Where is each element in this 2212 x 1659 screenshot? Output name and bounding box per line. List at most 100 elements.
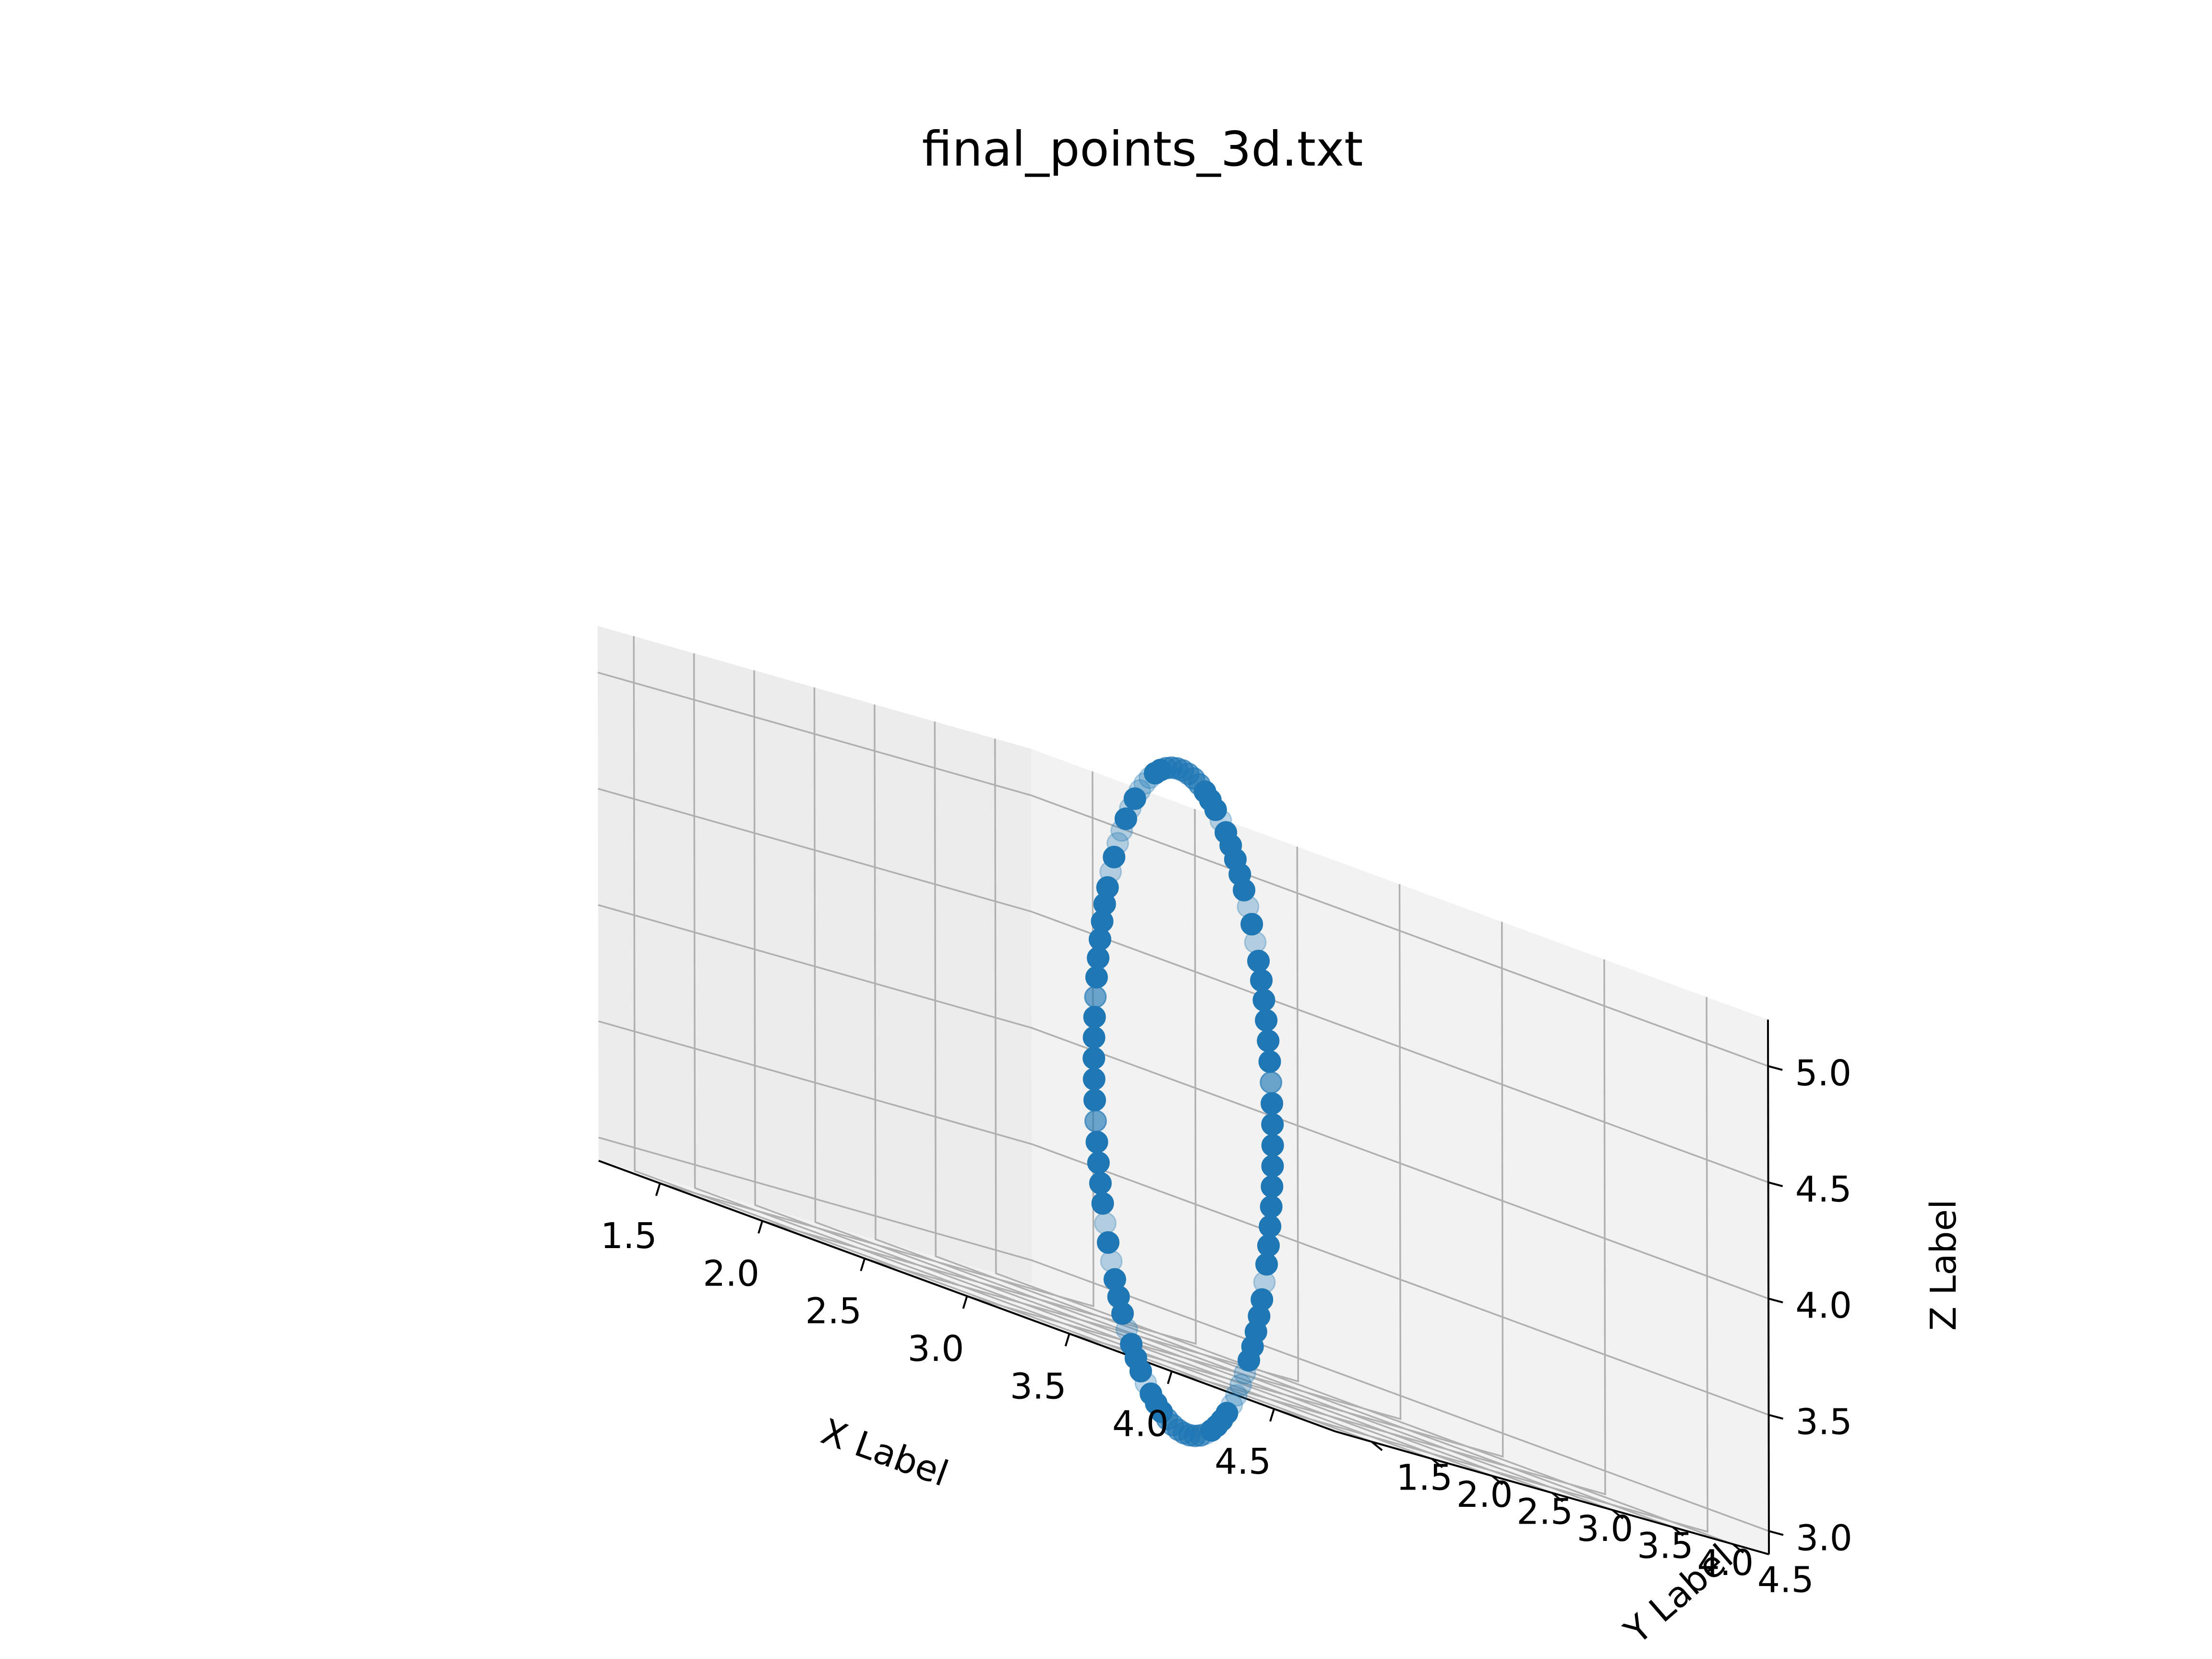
data-point <box>1247 950 1270 973</box>
z-tick-mark <box>1768 1414 1783 1420</box>
x-tick-mark <box>655 1183 661 1196</box>
data-point <box>1261 1175 1284 1198</box>
y-tick-label: 4.5 <box>1757 1560 1814 1601</box>
z-tick-label: 4.5 <box>1795 1169 1852 1210</box>
data-point <box>1114 807 1137 830</box>
data-point <box>1240 913 1263 936</box>
x-tick-mark <box>1269 1408 1275 1422</box>
x-tick-mark <box>1166 1371 1173 1384</box>
y-tick-label: 3.0 <box>1577 1508 1634 1550</box>
data-point <box>1085 966 1108 989</box>
data-point <box>1103 845 1126 868</box>
y-tick-mark <box>1370 1441 1383 1451</box>
y-tick-label: 2.5 <box>1516 1491 1573 1532</box>
x-tick-mark <box>962 1296 968 1309</box>
z-axis-line <box>1767 1019 1770 1555</box>
z-tick-label: 3.5 <box>1796 1401 1852 1443</box>
z-tick-mark <box>1768 1181 1783 1187</box>
z-axis-label: Z Label <box>1923 1199 1964 1331</box>
y-tick-label: 3.5 <box>1637 1526 1694 1567</box>
data-point <box>1123 787 1146 810</box>
data-point <box>1257 1234 1280 1257</box>
grid-lines <box>597 636 1769 1545</box>
data-point <box>1260 1071 1283 1094</box>
data-point <box>1257 1029 1280 1052</box>
z-tick-label: 3.0 <box>1796 1518 1852 1559</box>
grid-line-z <box>598 1136 1769 1532</box>
data-point <box>1204 798 1227 821</box>
z-tick-mark <box>1768 1298 1783 1304</box>
data-point <box>1083 1089 1106 1112</box>
data-point <box>1260 1195 1283 1218</box>
data-point <box>1082 1026 1106 1049</box>
grid-line-x <box>1171 959 1606 1496</box>
data-point <box>1091 1192 1114 1215</box>
grid-line-x <box>1069 922 1504 1458</box>
x-tick-label: 2.5 <box>805 1291 862 1332</box>
data-point <box>1094 1212 1117 1235</box>
grid-line-z <box>597 672 1768 1067</box>
tick-labels: 1.52.02.53.03.54.04.5 1.5 2.0 2.5 3.0 3.5 4.0 4… <box>601 1053 1852 1601</box>
data-point <box>1261 1154 1284 1178</box>
grid-line-z <box>598 904 1769 1299</box>
y-tick-label: 1.5 <box>1396 1457 1453 1498</box>
y-tick-mark <box>1732 1543 1744 1554</box>
x-tick-label: 2.0 <box>703 1253 759 1294</box>
data-point <box>1084 1109 1107 1132</box>
data-point <box>1259 1215 1282 1238</box>
grid-line-y <box>874 704 1613 1511</box>
data-point <box>1120 1333 1143 1356</box>
data-point <box>1229 1373 1252 1396</box>
y-tick-label: 2.0 <box>1456 1474 1513 1515</box>
z-tick-label: 4.0 <box>1795 1285 1852 1326</box>
x-tick-label: 3.0 <box>908 1328 964 1370</box>
y-tick-label: 4.0 <box>1697 1542 1754 1584</box>
x-tick-label: 4.0 <box>1112 1404 1169 1445</box>
data-point <box>1096 876 1119 899</box>
x-axis-label: X Label <box>816 1411 954 1494</box>
data-point <box>1084 986 1107 1009</box>
chart-title: final_points_3d.txt <box>922 121 1363 177</box>
data-point <box>1082 1047 1106 1070</box>
x-tick-mark <box>860 1258 866 1272</box>
z-tick-label: 5.0 <box>1795 1053 1851 1094</box>
scatter-points <box>1082 756 1284 1447</box>
data-point <box>1225 1384 1248 1407</box>
data-point <box>1200 1419 1223 1442</box>
y-tick-mark <box>1551 1492 1563 1503</box>
data-point <box>1089 1172 1112 1195</box>
y-tick-mark <box>1431 1458 1443 1468</box>
y-tick-mark <box>1491 1475 1503 1485</box>
grid-line-z <box>598 788 1769 1183</box>
y-tick-mark <box>1611 1509 1624 1520</box>
data-point <box>1238 1349 1261 1372</box>
grid-line-y <box>994 738 1733 1545</box>
data-point <box>1082 1068 1106 1091</box>
x-tick-label: 4.5 <box>1214 1441 1271 1482</box>
data-point <box>1097 1231 1119 1254</box>
grid-line-x <box>1274 997 1708 1533</box>
z-tick-mark <box>1768 1530 1784 1536</box>
data-point <box>1140 1382 1163 1405</box>
grid-line-x <box>864 846 1299 1383</box>
data-point <box>1087 947 1110 970</box>
data-point <box>1087 1151 1110 1174</box>
x-tick-mark <box>1064 1333 1070 1346</box>
grid-line-z <box>598 1020 1769 1416</box>
grid-line-y <box>813 687 1553 1494</box>
data-point <box>1085 1130 1108 1154</box>
grid-line-y <box>693 653 1432 1460</box>
data-point <box>1261 1113 1284 1136</box>
data-point <box>1261 1092 1284 1115</box>
grid-line-x <box>762 809 1197 1345</box>
data-point <box>1255 1253 1278 1276</box>
data-point <box>1250 969 1273 992</box>
data-point <box>1255 1009 1278 1032</box>
x-tick-label: 3.5 <box>1010 1366 1067 1407</box>
x-tick-label: 1.5 <box>601 1215 657 1257</box>
data-point <box>1233 878 1256 902</box>
x-tick-mark <box>757 1220 764 1234</box>
data-point <box>1258 1050 1281 1073</box>
